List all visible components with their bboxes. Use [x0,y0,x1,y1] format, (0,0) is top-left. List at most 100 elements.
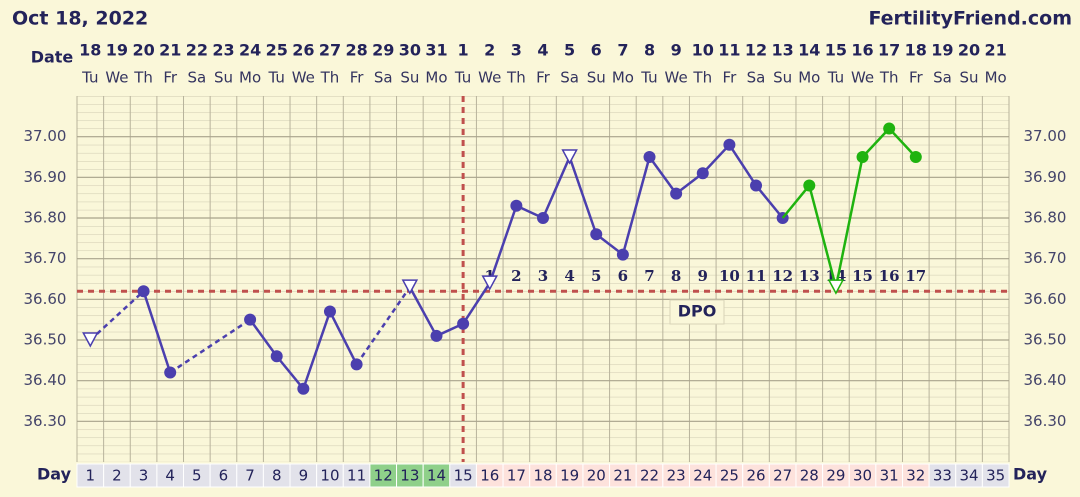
weekday: Th [133,69,153,87]
dpo-label: 12 [772,267,793,285]
temp-line [621,156,651,255]
day-number: 33 [933,467,952,485]
day-number: 11 [347,467,366,485]
weekday: Fr [723,69,738,87]
day-number: 6 [219,467,229,485]
day-number: 22 [640,467,659,485]
y-tick-label-right: 36.80 [1024,209,1067,227]
date: 13 [772,41,794,60]
temp-point [430,329,443,342]
weekday: Su [960,69,979,87]
day-number: 18 [533,467,552,485]
weekday: We [851,69,874,87]
day-number: 9 [299,467,309,485]
dpo-label: 5 [591,267,601,285]
temp-point [643,151,656,163]
plot-area [77,96,1009,462]
temp-line [89,290,145,341]
y-tick-label-right: 37.00 [1024,127,1067,145]
dpo-label: 2 [511,267,521,285]
temp-line [169,318,251,374]
weekday: Su [400,69,419,87]
day-number: 26 [746,467,765,485]
temp-point [616,248,629,261]
temp-point [323,305,336,318]
temp-point [856,151,869,163]
temp-point [164,366,177,379]
dpo-label: 11 [746,267,767,285]
day-number: 24 [693,467,712,485]
dpo-label: 15 [852,267,873,285]
dpo-label: 9 [698,267,708,285]
y-tick-label: 36.40 [24,371,67,389]
temp-point [803,179,816,192]
date: 12 [745,41,767,60]
temp-point [137,285,150,298]
temp-point [270,350,283,363]
weekday: Mo [798,69,820,87]
day-number: 5 [192,467,202,485]
temp-line [701,143,731,175]
weekday: Sa [560,69,579,87]
temp-line [834,156,864,288]
day-number: 23 [667,467,686,485]
temp-point [510,199,523,212]
weekday: Sa [933,69,952,87]
temp-line [328,310,358,365]
weekday: Sa [374,69,393,87]
temp-point [909,151,922,163]
date: 11 [718,41,740,60]
y-tick-label-right: 36.70 [1024,249,1067,267]
day-number: 8 [272,467,282,485]
temp-line [275,355,305,390]
date: 14 [798,41,820,60]
temp-line [648,156,678,195]
temp-line [861,127,891,158]
weekday: Sa [747,69,766,87]
weekday: Sa [187,69,206,87]
date: 1 [458,41,469,60]
temp-point [244,313,257,326]
weekday: Th [879,69,899,87]
y-tick-label-right: 36.40 [1024,371,1067,389]
temp-point [670,187,683,200]
dpo-label: 8 [671,267,681,285]
temp-point [297,382,310,395]
date: 16 [851,41,873,60]
weekday: Fr [163,69,178,87]
temp-line [408,286,438,337]
date: 4 [537,41,548,60]
temp-point-open [827,279,845,295]
dpo-label: 4 [564,267,574,285]
date: 3 [511,41,522,60]
dpo-label: 7 [644,267,654,285]
date: 29 [372,41,394,60]
date: 24 [239,41,261,60]
day-number: 27 [773,467,792,485]
temp-line [781,184,811,219]
day-cell [981,463,1010,488]
date: 23 [212,41,234,60]
date: 9 [671,41,682,60]
date: 19 [931,41,953,60]
date: 18 [79,41,101,60]
day-number: 7 [245,467,255,485]
date: 5 [564,41,575,60]
temp-line [302,311,332,390]
dpo-label: 16 [879,267,900,285]
chart-layer: 18Tu119We220Th321Fr422Sa523Su624Mo725Tu8… [24,41,1067,488]
dpo-box [669,299,725,325]
date: 6 [591,41,602,60]
weekday: We [478,69,501,87]
date: 8 [644,41,655,60]
y-tick-label: 36.50 [24,331,67,349]
temp-point [883,122,896,135]
chart-date: Oct 18, 2022 [12,8,148,30]
day-number: 15 [454,467,473,485]
y-tick-label-right: 36.50 [1024,331,1067,349]
date: 27 [319,41,341,60]
weekday: Tu [81,69,98,87]
date: 28 [345,41,367,60]
day-number: 4 [165,467,175,485]
weekday: Th [320,69,340,87]
